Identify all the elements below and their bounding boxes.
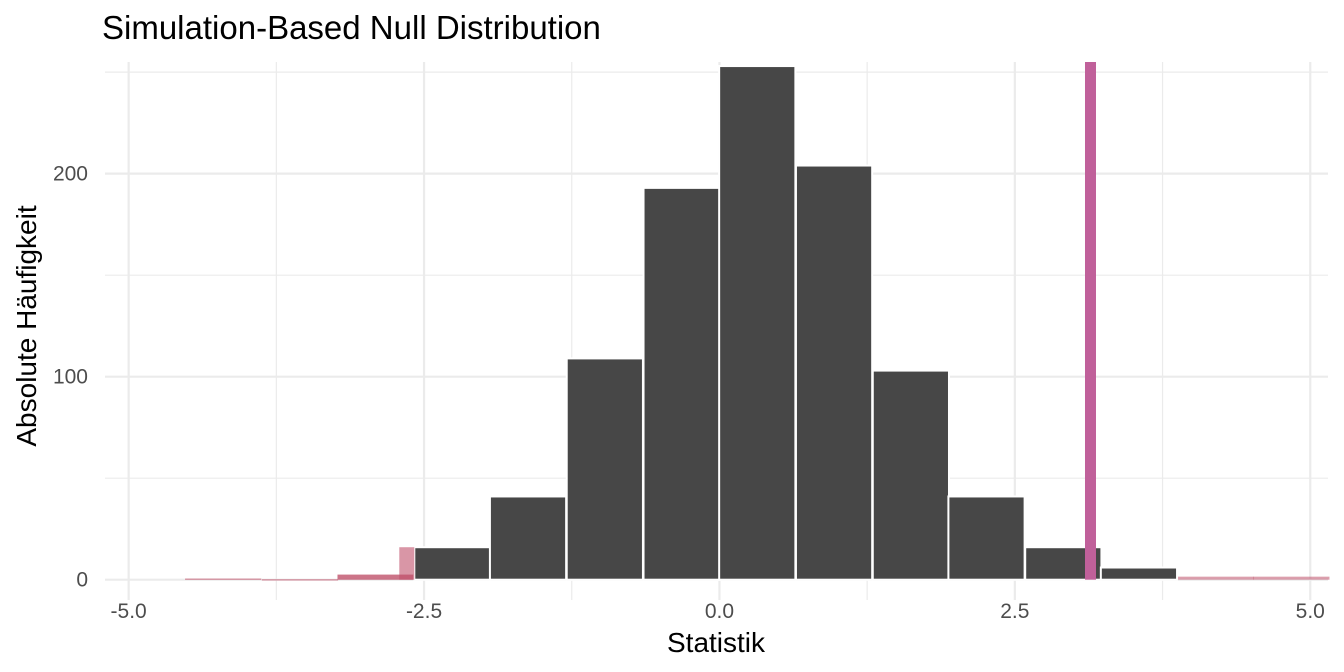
shaded-region-bar [185, 578, 262, 580]
histogram-bar [947, 495, 1026, 581]
y-tick-label: 200 [53, 163, 88, 186]
x-tick-label: 5.0 [1296, 600, 1325, 623]
y-axis-label: Absolute Häufigkeit [11, 205, 42, 446]
histogram-bar [871, 369, 950, 581]
shaded-region-bar [1253, 576, 1330, 580]
histogram-bar [794, 164, 874, 581]
histogram-bars [413, 65, 1179, 581]
y-tick-label: 0 [76, 569, 88, 592]
y-tick-label: 100 [53, 366, 88, 389]
observed-statistic-layer [399, 62, 1096, 580]
histogram-bar [488, 495, 568, 581]
shaded-region-bar [261, 579, 339, 581]
histogram-bar [1099, 566, 1179, 581]
shaded-region-edge [399, 547, 415, 580]
histogram-bar [413, 546, 492, 581]
observed-statistic-line [1084, 62, 1096, 580]
x-tick-label: 2.5 [1000, 600, 1029, 623]
y-axis-ticks: 0 100 200 [53, 163, 88, 592]
chart-title: Simulation-Based Null Distribution [102, 9, 601, 46]
x-tick-label: -5.0 [111, 600, 147, 623]
x-axis-label: Statistik [667, 627, 766, 658]
x-axis-ticks: -5.0 -2.5 0.0 2.5 5.0 [111, 600, 1325, 623]
histogram-bar [565, 357, 644, 581]
shaded-region-overlay [337, 574, 414, 580]
histogram-bar [718, 65, 797, 581]
x-tick-label: -2.5 [406, 600, 442, 623]
x-tick-label: 0.0 [705, 600, 734, 623]
histogram-bar [642, 186, 721, 581]
shaded-region-bar [1177, 576, 1254, 580]
